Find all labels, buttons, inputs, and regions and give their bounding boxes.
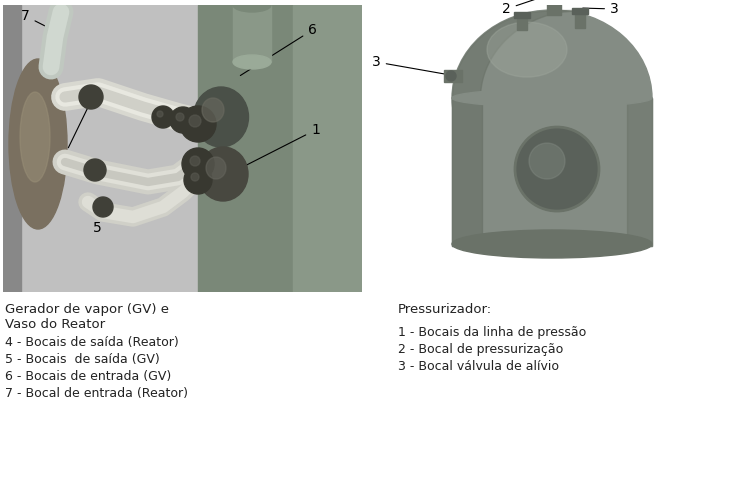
- Circle shape: [84, 159, 106, 181]
- Text: 7: 7: [21, 9, 50, 29]
- Bar: [3, 5, 198, 292]
- Circle shape: [157, 111, 163, 117]
- Bar: [198, 5, 362, 292]
- Circle shape: [184, 166, 212, 194]
- Ellipse shape: [198, 147, 248, 201]
- Text: Vaso do Reator: Vaso do Reator: [5, 318, 105, 331]
- Bar: [444, 70, 462, 82]
- Circle shape: [176, 113, 184, 121]
- Ellipse shape: [9, 59, 67, 229]
- Ellipse shape: [233, 55, 271, 69]
- Circle shape: [190, 156, 200, 166]
- Text: 2: 2: [502, 0, 551, 16]
- Ellipse shape: [452, 89, 652, 107]
- Ellipse shape: [202, 98, 224, 122]
- Ellipse shape: [20, 92, 50, 182]
- Bar: [517, 14, 527, 30]
- Circle shape: [182, 148, 214, 180]
- Text: 3 - Bocal válvula de alívio: 3 - Bocal válvula de alívio: [398, 360, 559, 373]
- Ellipse shape: [487, 22, 567, 77]
- Text: 3: 3: [372, 55, 453, 76]
- Text: 4 - Bocais de saída (Reator): 4 - Bocais de saída (Reator): [5, 336, 179, 349]
- Bar: [627, 98, 652, 246]
- Circle shape: [152, 106, 174, 128]
- Text: 6: 6: [241, 23, 317, 76]
- Text: 3: 3: [583, 2, 619, 16]
- Bar: [547, 0, 561, 15]
- Ellipse shape: [446, 71, 456, 81]
- Text: 7 - Bocal de entrada (Reator): 7 - Bocal de entrada (Reator): [5, 387, 188, 400]
- Bar: [452, 98, 482, 246]
- Ellipse shape: [452, 230, 652, 258]
- Bar: [452, 98, 652, 246]
- Bar: [575, 10, 585, 28]
- Ellipse shape: [206, 157, 226, 179]
- Text: 5: 5: [93, 208, 102, 235]
- Circle shape: [170, 107, 196, 133]
- Ellipse shape: [193, 87, 248, 147]
- Text: 1 - Bocais da linha de pressão: 1 - Bocais da linha de pressão: [398, 326, 587, 339]
- Circle shape: [79, 85, 103, 109]
- Circle shape: [93, 197, 113, 217]
- Circle shape: [515, 127, 599, 211]
- Bar: [514, 12, 530, 18]
- Ellipse shape: [233, 0, 271, 12]
- Text: 6 - Bocais de entrada (GV): 6 - Bocais de entrada (GV): [5, 370, 171, 383]
- Text: Gerador de vapor (GV) e: Gerador de vapor (GV) e: [5, 303, 169, 316]
- Circle shape: [529, 143, 565, 179]
- Bar: [3, 5, 21, 292]
- Circle shape: [191, 173, 199, 181]
- Text: Pressurizador:: Pressurizador:: [398, 303, 492, 316]
- Text: 2 - Bocal de pressurização: 2 - Bocal de pressurização: [398, 343, 563, 356]
- Text: 4: 4: [58, 99, 92, 167]
- Bar: [572, 8, 588, 14]
- Ellipse shape: [452, 10, 652, 186]
- Text: 1: 1: [226, 123, 320, 176]
- Bar: [233, 5, 271, 62]
- Text: 5 - Bocais  de saída (GV): 5 - Bocais de saída (GV): [5, 353, 159, 366]
- Circle shape: [180, 106, 216, 142]
- Bar: [293, 5, 362, 292]
- Circle shape: [189, 115, 201, 127]
